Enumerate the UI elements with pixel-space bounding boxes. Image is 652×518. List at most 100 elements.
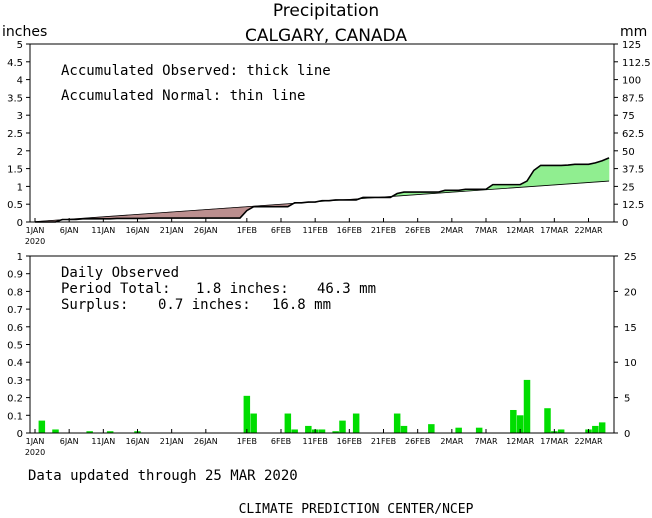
deficit-area-segment [178, 210, 186, 219]
top-annotation-observed: Accumulated Observed: thick line [61, 63, 331, 79]
accumulated-panel: inches mm 00.511.522.533.544.55012.52537… [2, 24, 651, 246]
bottom-ytick-label-right: 5 [624, 394, 630, 405]
bottom-ytick-label-left: 0 [17, 429, 23, 440]
top-ytick-label-left: 2.5 [7, 129, 23, 140]
daily-precip-bar [557, 429, 565, 433]
top-ytick-label-left: 3 [17, 111, 23, 122]
surplus-label: Surplus: [61, 297, 128, 313]
bottom-xtick-label: 16JAN [126, 437, 150, 446]
bottom-xtick-label: 6JAN [60, 437, 79, 446]
deficit-area-segment [171, 211, 179, 219]
bottom-ytick-label-left: 0.4 [7, 358, 23, 369]
daily-precip-bar [339, 420, 346, 433]
top-ytick-label-left: 4.5 [7, 58, 23, 69]
top-xtick-label: 6JAN [60, 226, 79, 235]
daily-precip-bar [400, 425, 408, 433]
top-ytick-label-left: 5 [17, 40, 23, 51]
bottom-xtick-label: 26JAN [194, 437, 218, 446]
surplus-area-segment [554, 165, 562, 186]
top-xtick-label: 7MAR [474, 226, 497, 235]
bottom-xtick-label: 11FEB [303, 437, 328, 446]
daily-precip-bar [305, 425, 312, 433]
top-xtick-label: 22MAR [574, 226, 603, 235]
bottom-ytick-label-left: 0.6 [7, 323, 23, 334]
top-ytick-label-left: 3.5 [7, 93, 23, 104]
top-ytick-label-right: 25 [622, 182, 635, 193]
top-ytick-label-right: 0 [622, 218, 628, 229]
period-total-label: Period Total: [61, 281, 171, 297]
top-ytick-label-right: 125 [622, 40, 641, 51]
daily-precip-bar [250, 413, 257, 433]
daily-precip-bar [455, 427, 462, 433]
surplus-mm: 16.8 mm [272, 297, 331, 313]
daily-precip-bar [598, 422, 606, 433]
daily-precip-bar [516, 415, 524, 433]
top-xtick-label: 21FEB [371, 226, 396, 235]
accumulated-observed-line [35, 157, 610, 223]
top-ytick-label-right: 87.5 [622, 93, 644, 104]
daily-precip-bar [243, 395, 251, 433]
top-xtick-label: 1JAN [26, 226, 45, 235]
top-ytick-label-left: 1 [17, 182, 23, 193]
top-xtick-label: 6FEB [271, 226, 291, 235]
top-xtick-label: 11FEB [303, 226, 328, 235]
top-xtick-label: 26JAN [194, 226, 218, 235]
deficit-area-segment [212, 208, 220, 219]
top-xtick-label: 1FEB [237, 226, 257, 235]
top-xtick-label: 16JAN [126, 226, 150, 235]
accumulated-normal-line [34, 180, 610, 223]
bottom-ytick-label-right: 15 [624, 323, 637, 334]
surplus-area-segment [560, 164, 569, 185]
bottom-xtick-label: 1FEB [237, 437, 257, 446]
daily-observed-title: Daily Observed [61, 265, 179, 281]
bottom-xtick-label: 2MAR [440, 437, 463, 446]
top-ytick-label-right: 50 [622, 147, 635, 158]
deficit-area-segment [219, 207, 227, 219]
bottom-ytick-label-left: 0.2 [7, 394, 23, 405]
daily-precip-bar [52, 429, 59, 433]
deficit-area-segment [185, 210, 193, 219]
top-xtick-label: 16FEB [337, 226, 362, 235]
bottom-xtick-label: 16FEB [337, 437, 362, 446]
deficit-area-segment [198, 209, 207, 219]
chart-subtitle: CALGARY, CANADA [245, 26, 407, 46]
surplus-inches: 0.7 inches: [158, 297, 251, 313]
top-ytick-label-right: 100 [622, 76, 641, 87]
bottom-ytick-label-right: 20 [624, 287, 637, 298]
top-annotation-normal: Accumulated Normal: thin line [61, 88, 305, 104]
daily-precip-bar [510, 409, 517, 433]
bottom-ytick-label-left: 0.5 [7, 341, 23, 352]
top-xtick-label: 12MAR [506, 226, 535, 235]
top-ytick-label-left: 2 [17, 147, 23, 158]
bottom-xtick-label: 17MAR [540, 437, 569, 446]
deficit-area-segment [191, 209, 200, 219]
daily-precip-bar [38, 420, 46, 433]
daily-precip-bar [544, 408, 551, 433]
top-xtick-label: 17MAR [540, 226, 569, 235]
bottom-xtick-label: 22MAR [574, 437, 603, 446]
daily-precip-bar [291, 429, 298, 433]
bottom-xtick-label: 11JAN [91, 437, 115, 446]
surplus-area-segment [595, 160, 603, 183]
surplus-area-segment [588, 162, 596, 183]
deficit-area-segment [157, 212, 166, 219]
daily-precip-bar [284, 413, 292, 433]
daily-precip-bar [332, 431, 339, 433]
top-xtick-label: 2MAR [440, 226, 463, 235]
period-total-inches: 1.8 inches: [196, 281, 289, 297]
bottom-ytick-label-left: 0.8 [7, 287, 23, 298]
top-ytick-label-right: 75 [622, 111, 635, 122]
bottom-ytick-label-left: 0.7 [7, 305, 23, 316]
bottom-ytick-label-right: 0 [624, 429, 630, 440]
top-xtick-label: 21JAN [160, 226, 184, 235]
bottom-x-year-label: 2020 [25, 448, 45, 457]
data-updated-note: Data updated through 25 MAR 2020 [28, 468, 298, 484]
top-ytick-label-left: 4 [17, 76, 23, 87]
top-ylabel-left: inches [2, 24, 47, 40]
deficit-area-segment [164, 211, 172, 219]
period-total-mm: 46.3 mm [317, 281, 376, 297]
top-ytick-label-left: 1.5 [7, 165, 23, 176]
top-ytick-label-right: 112.5 [622, 58, 651, 69]
bottom-xtick-label: 6FEB [271, 437, 291, 446]
